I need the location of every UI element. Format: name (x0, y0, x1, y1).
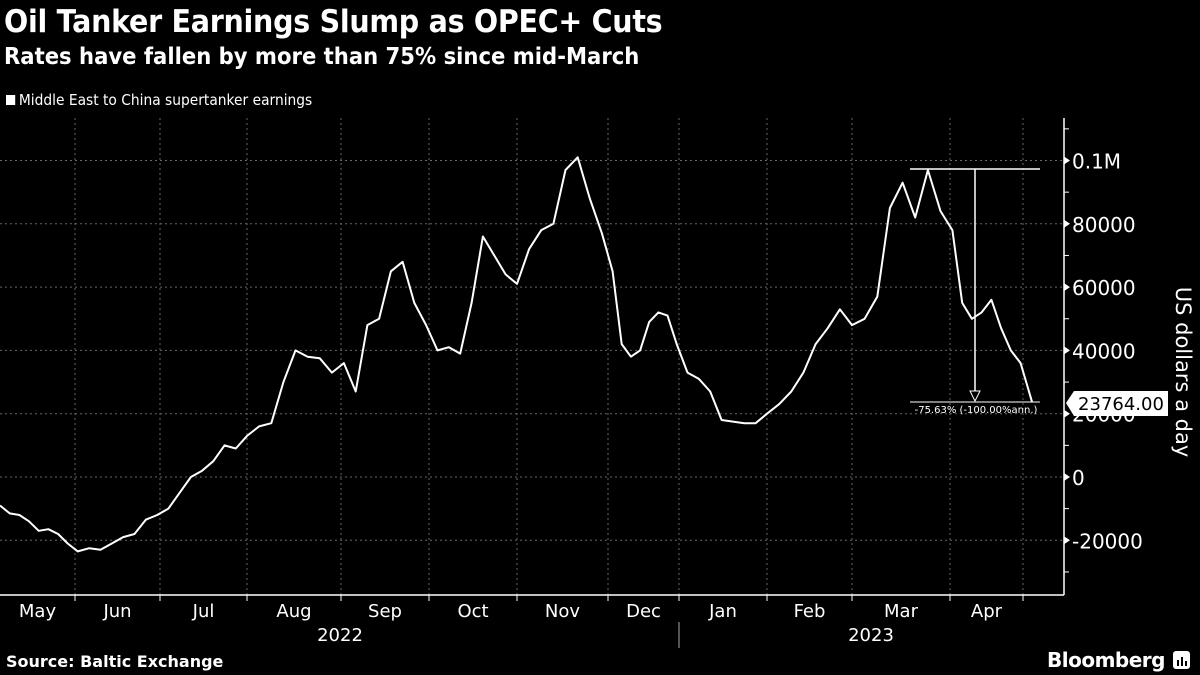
legend-swatch-icon (6, 95, 16, 105)
y-tick-label: 80000 (1072, 213, 1136, 237)
axes: 0.1M800006000040000200000-20000MayJunJul… (0, 118, 1143, 648)
x-tick-label: Jan (708, 601, 737, 622)
brand-name: Bloomberg (1047, 648, 1165, 672)
bloomberg-chart-icon (1172, 651, 1190, 669)
y-tick-label: 0.1M (1072, 150, 1121, 174)
x-tick-label: Aug (276, 601, 311, 622)
gridlines (0, 118, 1064, 595)
x-tick-label: Feb (794, 601, 826, 622)
x-year-label: 2022 (317, 625, 363, 646)
change-annotation: -75.63% (-100.00%ann.) (910, 168, 1040, 416)
y-tick-label: 60000 (1072, 276, 1136, 300)
chart-title: Oil Tanker Earnings Slump as OPEC+ Cuts (4, 4, 663, 40)
legend-label: Middle East to China supertanker earning… (18, 91, 313, 109)
brand-logo: Bloomberg (1047, 648, 1190, 672)
change-annotation-label: -75.63% (-100.00%ann.) (915, 405, 1038, 416)
legend: Middle East to China supertanker earning… (6, 91, 312, 109)
x-tick-label: Jul (192, 601, 215, 622)
last-value-label: 23764.00 (1066, 391, 1168, 416)
x-tick-label: May (19, 601, 57, 622)
chart-subtitle: Rates have fallen by more than 75% since… (4, 44, 640, 70)
y-tick-label: 40000 (1072, 339, 1136, 363)
x-tick-label: Nov (545, 601, 580, 622)
last-value-text: 23764.00 (1078, 394, 1164, 415)
y-tick-label: -20000 (1072, 529, 1143, 553)
x-tick-label: Dec (626, 601, 661, 622)
x-tick-label: Oct (457, 601, 488, 622)
x-tick-label: Mar (884, 601, 919, 622)
x-tick-label: Apr (971, 601, 1003, 622)
x-tick-label: Sep (368, 601, 402, 622)
x-tick-label: Jun (102, 601, 131, 622)
y-axis-label: US dollars a day (1171, 287, 1195, 458)
source-note: Source: Baltic Exchange (6, 652, 224, 671)
x-year-label: 2023 (848, 625, 894, 646)
series-line (0, 156, 1033, 553)
y-tick-label: 0 (1072, 466, 1085, 490)
